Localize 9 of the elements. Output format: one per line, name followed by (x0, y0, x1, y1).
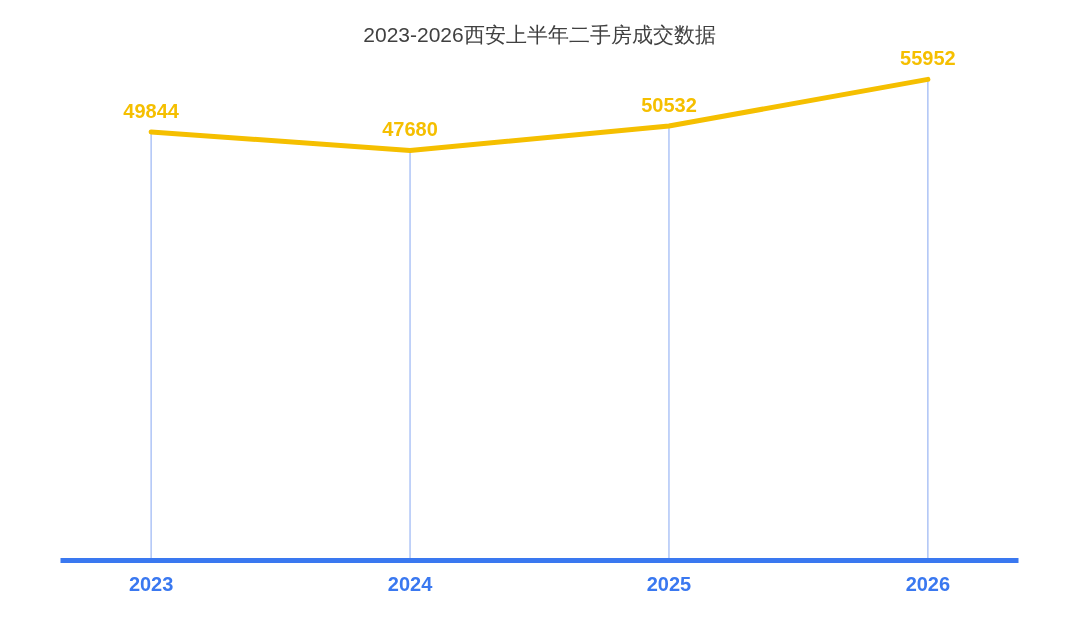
x-tick-label: 2023 (128, 572, 174, 595)
x-tick-label: 2026 (905, 572, 951, 595)
x-tick-label: 2025 (646, 572, 692, 595)
data-label: 47680 (382, 118, 438, 141)
x-tick-label: 2024 (387, 572, 434, 595)
chart-title: 2023-2026西安上半年二手房成交数据 (363, 22, 716, 46)
data-label: 50532 (641, 93, 697, 116)
data-label: 55952 (900, 47, 956, 70)
data-label: 49844 (123, 99, 180, 122)
